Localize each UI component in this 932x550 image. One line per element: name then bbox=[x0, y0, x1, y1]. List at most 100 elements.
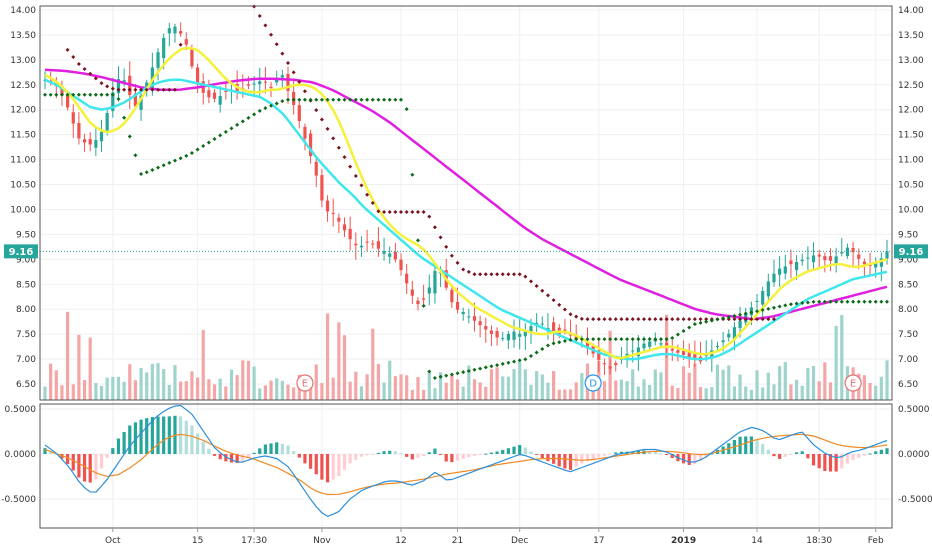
sar-lower-marker bbox=[274, 101, 279, 106]
macd-hist-bar bbox=[681, 454, 686, 464]
sar-lower-marker bbox=[291, 97, 296, 102]
volume-bar bbox=[150, 363, 154, 400]
candle-body bbox=[506, 333, 510, 341]
y-tick-left: 13.50 bbox=[10, 31, 36, 41]
y-tick-right: 13.00 bbox=[898, 56, 924, 66]
volume-bar bbox=[427, 372, 431, 400]
macd-hist-bar bbox=[749, 436, 753, 454]
sar-lower-marker bbox=[133, 153, 138, 158]
candle-body bbox=[94, 140, 98, 148]
sar-upper-marker bbox=[76, 62, 81, 67]
volume-bar bbox=[292, 387, 296, 400]
volume-bar bbox=[761, 387, 765, 400]
sar-lower-marker bbox=[189, 151, 194, 156]
macd-hist-bar bbox=[195, 433, 200, 454]
volume-bar bbox=[455, 379, 460, 400]
sar-lower-marker bbox=[139, 172, 144, 177]
sar-upper-marker bbox=[636, 317, 641, 322]
macd-hist-bar bbox=[365, 454, 369, 456]
candle-body bbox=[529, 326, 533, 332]
volume-bar bbox=[173, 365, 177, 400]
sar-upper-marker bbox=[353, 173, 358, 178]
macd-hist-bar bbox=[162, 416, 166, 454]
event-marker-label: D bbox=[589, 379, 597, 390]
candle-body bbox=[472, 316, 477, 321]
sar-lower-marker bbox=[517, 358, 522, 363]
macd-hist-bar bbox=[99, 454, 104, 469]
sar-lower-marker bbox=[105, 92, 110, 97]
sar-upper-marker bbox=[540, 288, 545, 293]
candle-body bbox=[365, 241, 369, 243]
macd-hist-bar bbox=[286, 445, 290, 454]
sar-lower-marker bbox=[738, 312, 743, 317]
sar-upper-marker bbox=[478, 272, 483, 277]
volume-bar bbox=[523, 369, 527, 400]
sar-lower-marker bbox=[500, 361, 505, 366]
y-tick-right: 14.00 bbox=[898, 6, 924, 16]
grid-lines bbox=[40, 6, 892, 528]
sar-lower-marker bbox=[410, 172, 415, 177]
candle-body bbox=[133, 93, 138, 107]
sar-lower-marker bbox=[48, 92, 53, 97]
volume-bar bbox=[879, 376, 883, 400]
sar-lower-marker bbox=[568, 337, 573, 342]
sar-lower-marker bbox=[625, 337, 630, 342]
sar-lower-marker bbox=[76, 92, 81, 97]
macd-hist-bar bbox=[789, 454, 793, 455]
sar-lower-marker bbox=[427, 369, 432, 374]
volume-bar bbox=[772, 384, 776, 400]
y-tick-right: 10.50 bbox=[898, 181, 924, 191]
candle-body bbox=[806, 257, 810, 259]
sar-upper-marker bbox=[642, 317, 647, 322]
candle-body bbox=[461, 311, 465, 315]
last-price-marker[interactable]: 9.16 9.16 bbox=[4, 244, 928, 259]
volume-bar bbox=[43, 386, 47, 400]
volume-bar bbox=[54, 370, 58, 400]
macd-hist-bar bbox=[467, 454, 471, 458]
candle-body bbox=[619, 358, 624, 360]
macd-hist-bar bbox=[557, 454, 561, 467]
sar-lower-marker bbox=[269, 103, 274, 108]
sar-lower-marker bbox=[800, 301, 805, 306]
candle-body bbox=[399, 259, 403, 271]
y-tick-left: 10.00 bbox=[10, 205, 36, 215]
macd-hist-bar bbox=[885, 448, 889, 454]
sar-upper-marker bbox=[562, 307, 567, 312]
macd-tick-right: 0.5000 bbox=[898, 405, 930, 415]
sar-lower-marker bbox=[653, 337, 658, 342]
volume-bar bbox=[229, 369, 234, 400]
volume-bar bbox=[252, 366, 256, 400]
sar-upper-marker bbox=[280, 51, 285, 56]
volume-bar bbox=[704, 388, 708, 400]
candle-body bbox=[778, 268, 782, 275]
volume-bar bbox=[66, 311, 70, 400]
candle-body bbox=[772, 273, 776, 283]
sar-lower-marker bbox=[692, 322, 697, 327]
sar-lower-marker bbox=[642, 337, 647, 342]
volume-bar bbox=[337, 322, 341, 400]
x-tick-label: 17 bbox=[593, 536, 604, 546]
candle-body bbox=[687, 350, 691, 358]
volume-bar bbox=[105, 377, 109, 400]
sar-lower-marker bbox=[732, 313, 737, 318]
sar-upper-marker bbox=[461, 267, 466, 272]
macd-hist-bar bbox=[71, 454, 75, 471]
sar-lower-marker bbox=[834, 299, 839, 304]
sar-upper-marker bbox=[156, 87, 161, 92]
y-tick-right: 12.00 bbox=[898, 106, 924, 116]
sar-upper-marker bbox=[534, 284, 539, 289]
sar-upper-marker bbox=[568, 312, 573, 317]
sar-upper-marker bbox=[743, 317, 748, 322]
macd-hist-bar bbox=[450, 454, 454, 463]
sar-upper-marker bbox=[613, 317, 618, 322]
macd-hist-bar bbox=[190, 425, 194, 454]
macd-hist-bar bbox=[308, 454, 313, 469]
sar-upper-marker bbox=[528, 279, 533, 284]
macd-hist-bar bbox=[116, 438, 121, 454]
candle-body bbox=[371, 243, 375, 245]
sar-upper-marker bbox=[738, 317, 743, 322]
macd-hist-bar bbox=[422, 454, 426, 457]
volume-bar bbox=[308, 383, 313, 400]
macd-hist-bar bbox=[201, 441, 205, 454]
